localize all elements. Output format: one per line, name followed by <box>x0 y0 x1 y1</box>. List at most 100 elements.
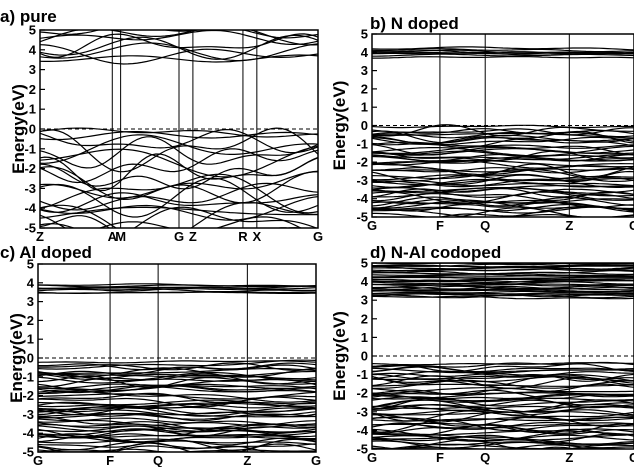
valence-band-line <box>372 365 634 373</box>
x-tick-label: Z <box>36 229 44 244</box>
conduction-band-line <box>372 53 634 57</box>
valence-band-line <box>372 371 634 377</box>
y-tick-label: 1 <box>27 332 34 347</box>
valence-band-line <box>372 373 634 382</box>
valence-band-line <box>38 368 316 375</box>
y-tick-label: 3 <box>27 294 34 309</box>
valence-band-line <box>38 399 316 407</box>
y-tick-label: 5 <box>361 256 368 271</box>
y-tick-label: 0 <box>361 118 368 133</box>
band-lines <box>38 283 316 452</box>
valence-band-line <box>372 434 634 442</box>
y-tick-label: -4 <box>22 426 34 441</box>
valence-band-line <box>38 442 316 452</box>
x-tick-label: Z <box>565 450 573 465</box>
x-tick-label: G <box>311 453 321 467</box>
conduction-band-line <box>372 48 634 53</box>
valence-band-line <box>372 392 634 400</box>
x-tick-label: X <box>253 229 262 244</box>
valence-band-line <box>372 141 634 149</box>
y-axis-label: Energy(eV) <box>7 313 26 403</box>
y-tick-label: -2 <box>356 155 368 170</box>
x-tick-label: F <box>436 218 444 233</box>
y-tick-label: 0 <box>27 351 34 366</box>
valence-band-line <box>38 364 316 377</box>
valence-band-line <box>372 370 634 382</box>
y-tick-label: 4 <box>27 275 35 290</box>
valence-band-line <box>372 128 634 138</box>
valence-band-line <box>372 138 634 148</box>
valence-band-line <box>38 413 316 420</box>
conduction-band-line <box>372 276 634 279</box>
valence-band-line <box>372 220 634 223</box>
conduction-band-line <box>372 56 634 59</box>
valence-band-line <box>372 155 634 163</box>
band-lines <box>372 263 634 463</box>
valence-band-line <box>38 449 255 452</box>
x-tick-label: A <box>108 229 118 244</box>
conduction-band-line <box>372 281 634 285</box>
y-tick-label: -5 <box>22 445 34 460</box>
valence-band-line <box>38 359 316 370</box>
valence-band-line <box>38 438 316 452</box>
y-tick-label: 4 <box>29 42 37 57</box>
conduction-band-line <box>38 291 316 294</box>
y-tick-label: -2 <box>356 386 368 401</box>
y-tick-label: -4 <box>356 191 368 206</box>
valence-band-line <box>38 416 316 431</box>
x-tick-label: G <box>629 218 634 233</box>
valence-band-line <box>372 456 634 463</box>
y-axis-label: Energy(eV) <box>9 84 28 174</box>
valence-band-line <box>98 216 303 228</box>
valence-band-line <box>372 439 634 449</box>
y-tick-label: 4 <box>361 45 369 60</box>
y-tick-label: 2 <box>361 311 368 326</box>
x-tick-label: Z <box>189 229 197 244</box>
valence-band-line <box>372 124 634 129</box>
valence-band-line <box>372 191 634 204</box>
valence-band-line <box>406 448 456 449</box>
valence-band-line <box>372 453 634 462</box>
panel-title: b) N doped <box>370 14 459 33</box>
valence-band-line <box>372 160 634 171</box>
y-tick-label: 3 <box>361 63 368 78</box>
valence-band-line <box>372 216 624 217</box>
y-tick-label: -2 <box>22 388 34 403</box>
y-tick-label: 0 <box>29 122 36 137</box>
valence-band-line <box>176 451 191 452</box>
conduction-band-line <box>38 284 316 288</box>
valence-band-line <box>372 148 634 156</box>
y-tick-label: -2 <box>24 161 36 176</box>
y-tick-label: 2 <box>27 313 34 328</box>
y-tick-label: -4 <box>24 201 36 216</box>
y-tick-label: 3 <box>361 293 368 308</box>
conduction-band-line <box>38 286 316 290</box>
x-tick-label: G <box>367 218 377 233</box>
valence-band-line <box>38 402 316 411</box>
y-axis-label: Energy(eV) <box>330 311 349 401</box>
valence-band-line <box>38 425 316 433</box>
y-tick-label: -5 <box>356 442 368 457</box>
x-tick-label: Q <box>153 453 163 467</box>
conduction-band-line <box>372 284 634 289</box>
conduction-band-line <box>372 46 634 51</box>
valence-band-line <box>372 132 634 139</box>
valence-band-line <box>38 362 316 371</box>
y-tick-label: -1 <box>356 136 368 151</box>
conduction-band-line <box>372 49 634 54</box>
y-tick-label: -1 <box>24 141 36 156</box>
y-axis-label: Energy(eV) <box>330 81 349 171</box>
y-tick-label: -3 <box>356 173 368 188</box>
x-tick-label: F <box>106 453 114 467</box>
valence-band-line <box>372 450 634 459</box>
y-tick-label: 3 <box>29 62 36 77</box>
valence-band-line <box>372 206 634 214</box>
valence-band-line <box>372 205 634 217</box>
valence-band-line <box>372 440 634 446</box>
valence-band-line <box>372 178 634 188</box>
y-tick-label: -1 <box>22 369 34 384</box>
x-tick-label: F <box>436 450 444 465</box>
band-lines <box>372 46 634 223</box>
